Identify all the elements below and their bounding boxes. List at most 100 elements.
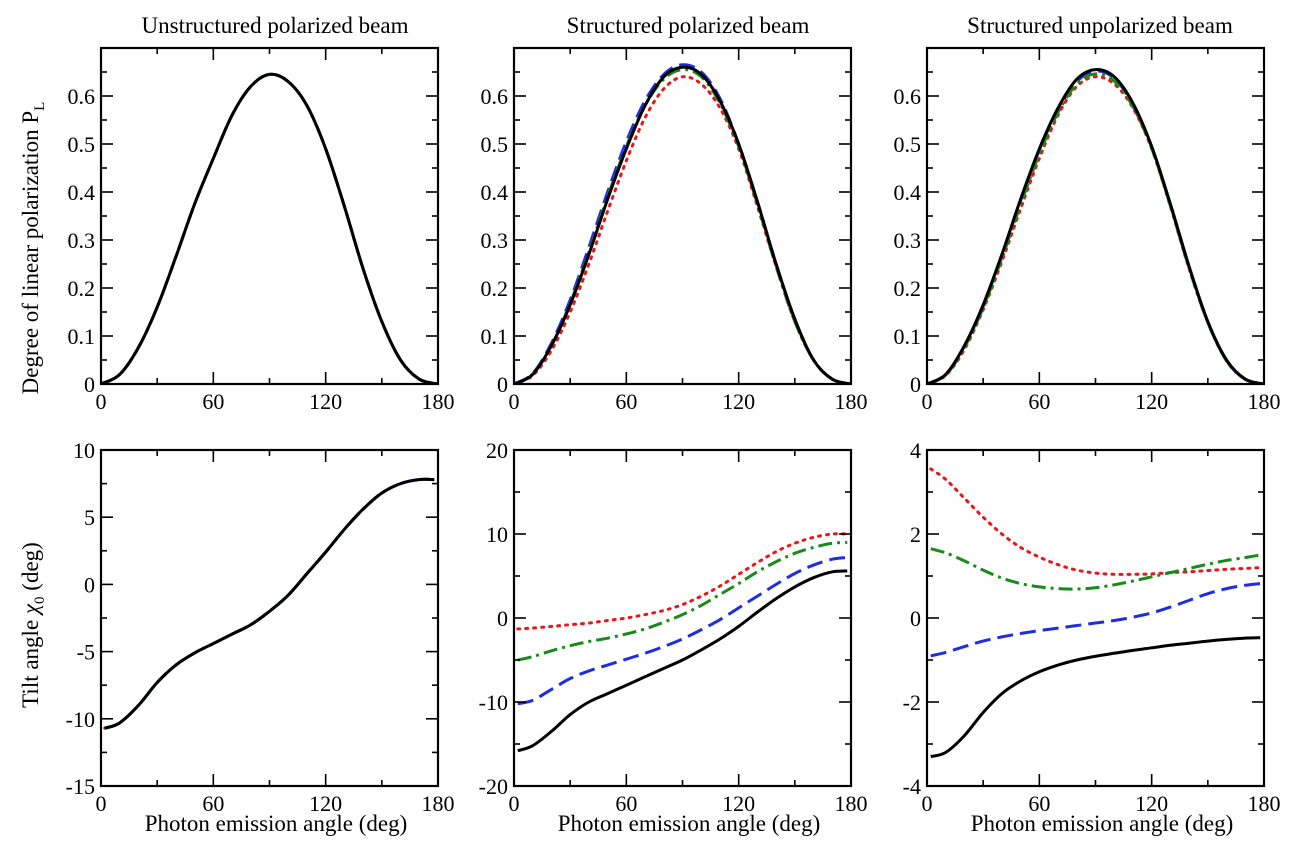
y-tick-label: 0.6 — [894, 84, 922, 109]
y-tick-label: 5 — [84, 505, 95, 530]
y-tick-label: -15 — [66, 774, 95, 799]
series-group — [103, 477, 436, 730]
y-tick-label: 0.6 — [68, 84, 96, 109]
series-line-solid — [517, 569, 848, 753]
plot-frame — [99, 448, 440, 788]
x-tick-label: 0 — [96, 791, 107, 816]
column-title-structured-unpolarized: Structured unpolarized beam — [967, 13, 1233, 38]
y-axis-title-bottom: Tilt angle χ0 (deg) — [18, 542, 48, 708]
y-tick-label: -4 — [903, 774, 921, 799]
series-group — [516, 532, 849, 753]
x-tick-label: 0 — [509, 791, 520, 816]
column-title-structured-polarized: Structured polarized beam — [567, 13, 810, 38]
series-group — [101, 72, 438, 384]
y-tick-label: 2 — [910, 522, 921, 547]
y-tick-label: 0.4 — [894, 180, 922, 205]
y-tick-label: 20 — [486, 438, 508, 463]
x-axis-title-right: Photon emission angle (deg) — [971, 811, 1234, 836]
y-tick-label: -5 — [77, 640, 95, 665]
x-tick-label: 60 — [615, 389, 637, 414]
x-tick-label: 180 — [422, 791, 455, 816]
y-tick-label: 0.2 — [68, 276, 96, 301]
x-axis-title-middle: Photon emission angle (deg) — [558, 811, 821, 836]
y-tick-label: 0.5 — [894, 132, 922, 157]
x-tick-label: 60 — [202, 389, 224, 414]
y-tick-label: 0 — [497, 606, 508, 631]
series-line-dotted — [103, 477, 436, 730]
series-line-solid — [930, 636, 1261, 759]
panel-1: 0 0.1 0.2 0.3 0.4 0.5 0.6 0 60 120 180 — [68, 46, 455, 414]
x-tick-label: 60 — [615, 791, 637, 816]
y-tick-label: 0.6 — [481, 84, 509, 109]
x-tick-label: 120 — [309, 389, 342, 414]
plot-frame — [925, 448, 1266, 788]
y-tick-label: 0 — [84, 572, 95, 597]
series-line-solid — [927, 68, 1264, 384]
series-line-dashed — [517, 556, 848, 706]
y-tick-label: -10 — [66, 707, 95, 732]
column-title-unstructured-polarized: Unstructured polarized beam — [142, 13, 409, 38]
y-tick-label: 0.4 — [481, 180, 509, 205]
x-axis-title-left: Photon emission angle (deg) — [145, 811, 408, 836]
y-axis-title-top-sub: L — [32, 102, 48, 111]
x-tick-label: 120 — [1135, 791, 1168, 816]
y-tick-label: 10 — [486, 522, 508, 547]
y-tick-label: 0.4 — [68, 180, 96, 205]
y-tick-label: 0.5 — [68, 132, 96, 157]
y-axis-title-bottom-main: Tilt angle — [18, 614, 43, 708]
plot-frame — [512, 448, 853, 788]
series-line-dashed — [104, 477, 435, 730]
x-tick-label: 60 — [1028, 791, 1050, 816]
y-axis-title-top: Degree of linear polarization PL — [18, 102, 48, 395]
y-tick-label: 0 — [910, 606, 921, 631]
x-tick-label: 180 — [422, 389, 455, 414]
y-tick-label: 0.2 — [894, 276, 922, 301]
panels: 0 0.1 0.2 0.3 0.4 0.5 0.6 0 60 120 180 0 0.1 0.2 0.3 0.… — [66, 46, 1281, 816]
y-tick-label: 0.3 — [68, 228, 96, 253]
x-tick-label: 60 — [202, 791, 224, 816]
panel-2: 0 0.1 0.2 0.3 0.4 0.5 0.6 0 60 120 180 — [481, 46, 868, 414]
y-tick-label: 0.1 — [481, 324, 509, 349]
y-tick-label: 0.3 — [894, 228, 922, 253]
series-line-dashdot — [517, 540, 848, 662]
panel-3: 0 0.1 0.2 0.3 0.4 0.5 0.6 0 60 120 180 — [894, 46, 1281, 414]
y-tick-label: 10 — [73, 438, 95, 463]
series-line-dashdot — [930, 547, 1261, 591]
x-tick-label: 120 — [309, 791, 342, 816]
y-tick-label: 0.3 — [481, 228, 509, 253]
x-tick-label: 120 — [722, 389, 755, 414]
series-line-dashed — [930, 582, 1261, 658]
y-tick-label: 0.5 — [481, 132, 509, 157]
x-tick-label: 120 — [1135, 389, 1168, 414]
series-line-dotted — [516, 532, 849, 631]
x-tick-label: 0 — [96, 389, 107, 414]
y-tick-label: -20 — [479, 774, 508, 799]
x-tick-label: 180 — [1248, 389, 1281, 414]
x-tick-label: 180 — [835, 791, 868, 816]
x-tick-label: 60 — [1028, 389, 1050, 414]
y-tick-label: 0 — [910, 372, 921, 397]
y-tick-label: 0.1 — [68, 324, 96, 349]
x-tick-label: 120 — [722, 791, 755, 816]
series-line-dashdot — [927, 72, 1264, 384]
x-tick-label: 180 — [835, 389, 868, 414]
y-axis-title-top-main: Degree of linear polarization P — [18, 111, 43, 395]
series-line-dotted — [929, 467, 1262, 576]
y-tick-label: 0 — [84, 372, 95, 397]
series-group — [927, 68, 1264, 384]
x-tick-label: 180 — [1248, 791, 1281, 816]
panel-5: -20 -10 0 10 20 0 60 120 180 — [479, 438, 868, 816]
panel-6: -4 -2 0 2 4 0 60 120 180 — [903, 438, 1281, 816]
series-group — [514, 63, 851, 384]
series-line-solid — [101, 72, 438, 384]
panel-4: -15 -10 -5 0 5 10 0 60 120 180 — [66, 438, 455, 816]
series-group — [929, 467, 1262, 759]
x-tick-label: 0 — [922, 389, 933, 414]
series-line-solid — [514, 65, 851, 384]
y-tick-label: 0 — [497, 372, 508, 397]
y-tick-label: 0.2 — [481, 276, 509, 301]
y-axis-title-bottom-sub: 0 — [32, 596, 48, 604]
y-tick-label: 4 — [910, 438, 921, 463]
series-line-dashdot — [104, 477, 435, 730]
